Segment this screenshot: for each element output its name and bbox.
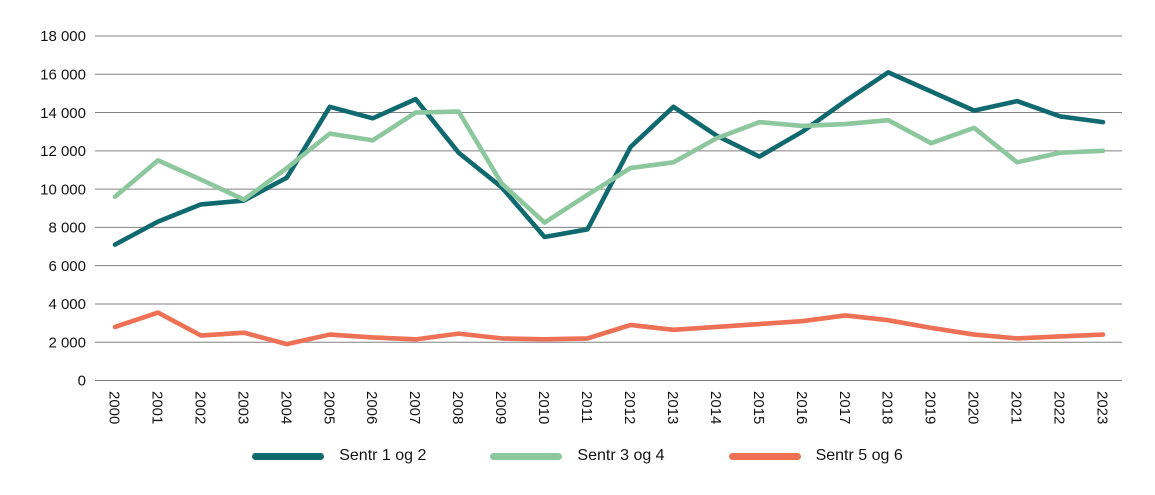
y-axis-tick-label: 2 000 bbox=[48, 334, 86, 351]
legend-swatch bbox=[728, 452, 801, 460]
series-line-sentr-3-og-4 bbox=[112, 109, 1106, 225]
legend-item-sentr-3-og-4: Sentr 3 og 4 bbox=[490, 447, 665, 465]
x-axis-tick-label: 2002 bbox=[191, 391, 208, 424]
x-axis-tick-label: 2001 bbox=[148, 391, 165, 424]
y-axis-tick-label: 6 000 bbox=[48, 258, 86, 275]
line-chart: 0 2 000 4 000 6 000 8 000 10 000 12 000 14 000 1… bbox=[40, 28, 1122, 424]
y-axis-tick-label: 12 000 bbox=[40, 143, 86, 160]
series-line-sentr-5-og-6 bbox=[112, 310, 1106, 347]
series-line-sentr-1-og-2 bbox=[112, 70, 1106, 247]
legend-label: Sentr 5 og 6 bbox=[815, 447, 903, 464]
legend-swatch bbox=[252, 452, 325, 460]
x-axis-tick-label: 2008 bbox=[449, 391, 466, 424]
x-axis-tick-label: 2010 bbox=[535, 391, 552, 424]
x-axis-tick-label: 2000 bbox=[106, 391, 123, 424]
x-axis-tick-label: 2012 bbox=[621, 391, 638, 424]
x-axis-tick-label: 2009 bbox=[492, 391, 509, 424]
x-axis-tick-label: 2017 bbox=[836, 391, 853, 424]
x-axis-tick-label: 2013 bbox=[664, 391, 681, 424]
legend-item-sentr-1-og-2: Sentr 1 og 2 bbox=[252, 447, 426, 465]
x-axis-tick-label: 2016 bbox=[793, 391, 810, 424]
x-axis-tick-label: 2004 bbox=[277, 391, 294, 424]
y-axis-tick-label: 4 000 bbox=[48, 296, 86, 313]
y-axis-tick-label: 14 000 bbox=[40, 105, 86, 122]
x-axis-tick-label: 2022 bbox=[1051, 391, 1068, 424]
x-axis-tick-label: 2018 bbox=[879, 391, 896, 424]
x-axis-tick-label: 2006 bbox=[363, 391, 380, 424]
chart-legend: Sentr 1 og 2 Sentr 3 og 4 Sentr 5 og 6 bbox=[0, 447, 1155, 465]
y-axis-tick-label: 0 bbox=[78, 373, 86, 390]
x-axis-tick-label: 2014 bbox=[707, 391, 724, 424]
x-axis-tick-label: 2011 bbox=[578, 391, 595, 423]
y-axis-tick-label: 18 000 bbox=[40, 28, 86, 45]
legend-item-sentr-5-og-6: Sentr 5 og 6 bbox=[728, 447, 903, 465]
y-axis-tick-label: 16 000 bbox=[40, 66, 86, 83]
x-axis-tick-label: 2021 bbox=[1008, 391, 1025, 424]
y-axis-tick-label: 8 000 bbox=[48, 220, 86, 237]
x-axis-tick-label: 2015 bbox=[750, 391, 767, 424]
x-axis-tick-label: 2007 bbox=[406, 391, 423, 424]
legend-swatch bbox=[490, 452, 563, 460]
x-axis-tick-label: 2020 bbox=[965, 391, 982, 424]
x-axis-tick-label: 2003 bbox=[234, 391, 251, 424]
legend-label: Sentr 1 og 2 bbox=[339, 447, 427, 464]
x-axis-tick-label: 2023 bbox=[1094, 391, 1111, 424]
x-axis-tick-label: 2005 bbox=[320, 391, 337, 424]
y-axis-tick-label: 10 000 bbox=[40, 181, 86, 198]
legend-label: Sentr 3 og 4 bbox=[577, 447, 665, 464]
x-axis-tick-label: 2019 bbox=[922, 391, 939, 424]
